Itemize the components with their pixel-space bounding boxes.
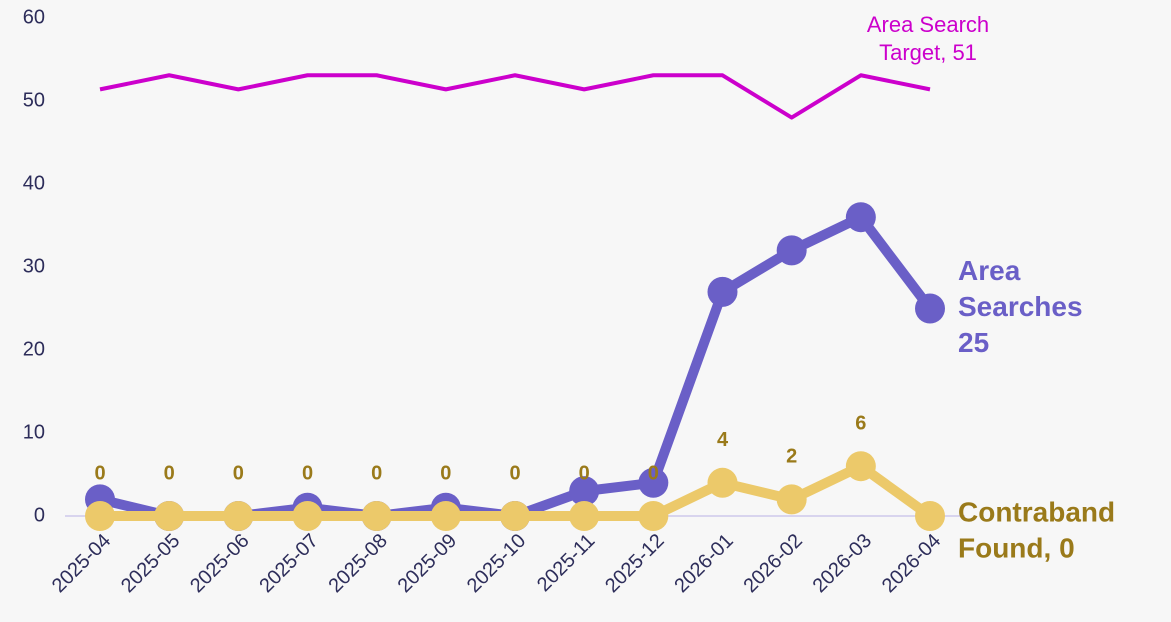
- y-tick-label: 10: [23, 421, 45, 443]
- x-tick-label: 2026-03: [809, 530, 876, 597]
- marker: [776, 484, 807, 515]
- marker: [638, 467, 669, 498]
- x-tick-label: 2025-07: [255, 530, 322, 597]
- marker: [707, 467, 738, 498]
- y-tick-label: 0: [34, 504, 45, 526]
- marker: [638, 501, 669, 531]
- x-tick-label: 2025-04: [48, 530, 115, 597]
- marker: [915, 293, 945, 324]
- marker: [154, 501, 185, 531]
- marker: [292, 501, 323, 531]
- marker: [569, 476, 600, 507]
- data-label: 2: [786, 446, 797, 468]
- x-tick-label: 2026-02: [739, 530, 806, 597]
- data-label: 0: [164, 462, 175, 484]
- data-label: 0: [440, 462, 451, 484]
- data-label: 4: [717, 429, 729, 451]
- data-label: 0: [579, 462, 590, 484]
- end-label: Area Search: [867, 12, 989, 37]
- marker: [776, 235, 807, 266]
- y-tick-label: 20: [23, 338, 45, 360]
- end-label: Target, 51: [879, 40, 977, 65]
- y-tick-label: 60: [23, 6, 45, 28]
- x-tick-label: 2025-12: [601, 530, 668, 597]
- data-label: 0: [371, 462, 382, 484]
- data-label: 0: [302, 462, 313, 484]
- end-label: Found, 0: [958, 532, 1075, 563]
- data-label: 0: [648, 462, 659, 484]
- y-tick-label: 30: [23, 255, 45, 277]
- x-tick-label: 2025-10: [463, 530, 530, 597]
- marker: [707, 276, 738, 307]
- x-tick-label: 2025-08: [324, 530, 391, 597]
- end-label: Contraband: [958, 496, 1115, 527]
- marker: [85, 501, 115, 531]
- end-label: 25: [958, 327, 989, 358]
- marker: [915, 501, 945, 531]
- data-label: 0: [94, 462, 105, 484]
- marker: [500, 501, 530, 531]
- x-tick-label: 2026-01: [670, 530, 737, 597]
- data-label: 6: [855, 412, 866, 434]
- x-tick-label: 2026-04: [878, 530, 945, 597]
- series-line: [99, 73, 931, 120]
- marker: [569, 501, 600, 531]
- y-tick-label: 50: [23, 89, 45, 111]
- marker: [430, 501, 461, 531]
- marker: [845, 451, 876, 482]
- end-label: Area: [958, 255, 1021, 286]
- x-tick-label: 2025-11: [533, 530, 599, 596]
- x-tick-label: 2025-06: [186, 530, 253, 597]
- data-label: 0: [233, 462, 244, 484]
- marker: [361, 501, 392, 531]
- end-label: Searches: [958, 291, 1083, 322]
- marker: [223, 501, 254, 531]
- x-tick-label: 2025-09: [394, 530, 461, 597]
- data-label: 0: [509, 462, 520, 484]
- y-tick-label: 40: [23, 172, 45, 194]
- marker: [845, 202, 876, 233]
- x-tick-label: 2025-05: [117, 530, 184, 597]
